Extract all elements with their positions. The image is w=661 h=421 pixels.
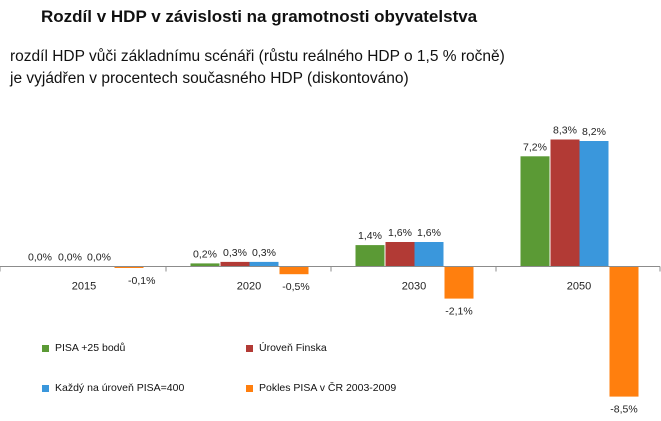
chart-title: Rozdíl v HDP v závislosti na gramotnosti… (41, 7, 478, 26)
legend-swatch (42, 384, 49, 392)
x-tick-label-2050: 2050 (567, 281, 591, 293)
data-label-2050-series-2: 8,3% (553, 125, 577, 137)
data-label-2015-series-2: 0,0% (58, 252, 82, 264)
bar-2030-series-4 (444, 266, 474, 299)
bar-2050-series-4 (609, 266, 639, 397)
legend-label: Pokles PISA v ČR 2003-2009 (259, 382, 397, 394)
data-label-2030-series-1: 1,4% (358, 230, 382, 242)
legend-item-series-1: PISA +25 bodů (42, 342, 125, 354)
data-label-2050-series-3: 8,2% (582, 126, 606, 138)
bar-2030-series-3 (414, 242, 444, 267)
data-label-2020-series-3: 0,3% (252, 247, 276, 259)
x-tick-label-2020: 2020 (237, 281, 261, 293)
legend-label: PISA +25 bodů (55, 342, 126, 354)
bar-2050-series-1 (520, 156, 550, 267)
legend-swatch (246, 344, 253, 352)
legend-swatch (42, 344, 49, 352)
data-label-2020-series-2: 0,3% (223, 247, 247, 259)
bar-2050-series-3 (579, 141, 609, 267)
bar-2030-series-1 (355, 245, 385, 267)
data-label-2030-series-2: 1,6% (388, 227, 412, 239)
legend-label: Každý na úroveň PISA=400 (55, 382, 185, 394)
data-label-2015-series-3: 0,0% (87, 252, 111, 264)
bar-2030-series-2 (385, 242, 415, 267)
bar-2015-series-4 (114, 266, 144, 268)
data-label-2020-series-4: -0,5% (282, 281, 309, 293)
data-label-2050-series-4: -8,5% (610, 404, 637, 416)
x-tick-label-2030: 2030 (402, 281, 426, 293)
bar-2020-series-4 (279, 266, 309, 275)
legend-item-series-3: Každý na úroveň PISA=400 (42, 382, 184, 394)
subtitle-line-1: rozdíl HDP vůči základnímu scénáři (růst… (10, 48, 505, 65)
legend-swatch (246, 384, 253, 392)
legend-label: Úroveň Finska (259, 342, 327, 354)
data-label-2030-series-4: -2,1% (445, 306, 472, 318)
bar-2020-series-1 (190, 263, 220, 267)
legend-item-series-4: Pokles PISA v ČR 2003-2009 (246, 382, 396, 394)
data-label-2050-series-1: 7,2% (523, 141, 547, 153)
x-tick-label-2015: 2015 (72, 281, 96, 293)
legend-item-series-2: Úroveň Finska (246, 342, 327, 354)
subtitle-line-2: je vyjádřen v procentech současného HDP … (10, 70, 409, 87)
data-label-2020-series-1: 0,2% (193, 248, 217, 260)
data-label-2030-series-3: 1,6% (417, 227, 441, 239)
data-label-2015-series-4: -0,1% (128, 275, 155, 287)
chart-subtitle: rozdíl HDP vůči základnímu scénáři (růst… (10, 46, 505, 90)
bar-2050-series-2 (550, 139, 580, 267)
bar-2020-series-3 (249, 261, 279, 267)
data-label-2015-series-1: 0,0% (28, 252, 52, 264)
bar-2020-series-2 (220, 261, 250, 267)
